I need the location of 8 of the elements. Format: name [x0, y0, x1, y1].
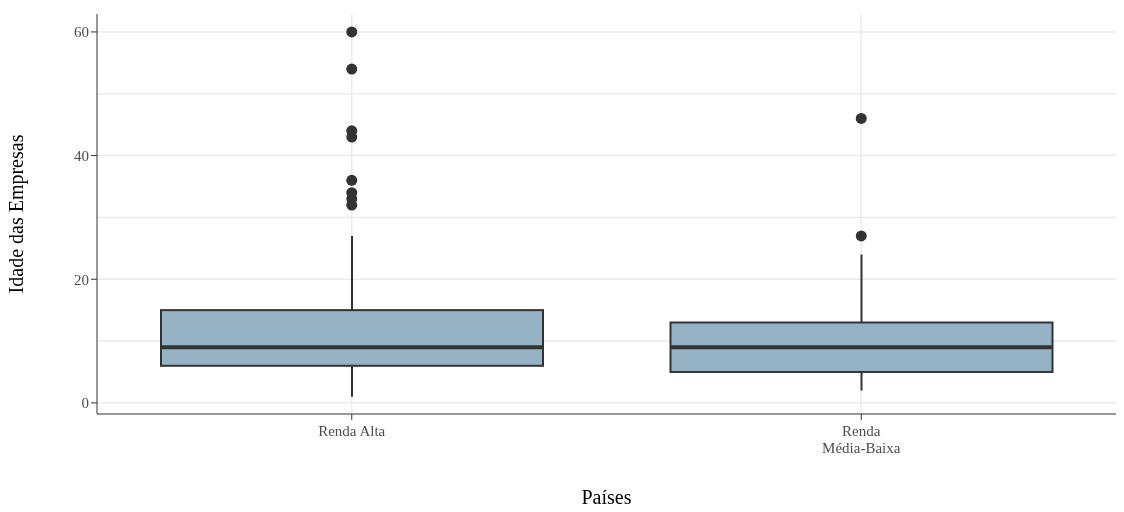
y-tick-label: 0: [81, 395, 89, 412]
x-axis-title: Países: [581, 486, 632, 508]
y-tick-label: 20: [74, 271, 89, 288]
x-tick-label: Renda Alta: [318, 423, 386, 439]
x-tick-label: Renda Média-Baixa: [822, 423, 901, 456]
y-axis-title: Idade das Empresas: [5, 134, 29, 294]
y-tick-label: 40: [74, 147, 89, 164]
y-tick-label: 60: [74, 24, 89, 41]
